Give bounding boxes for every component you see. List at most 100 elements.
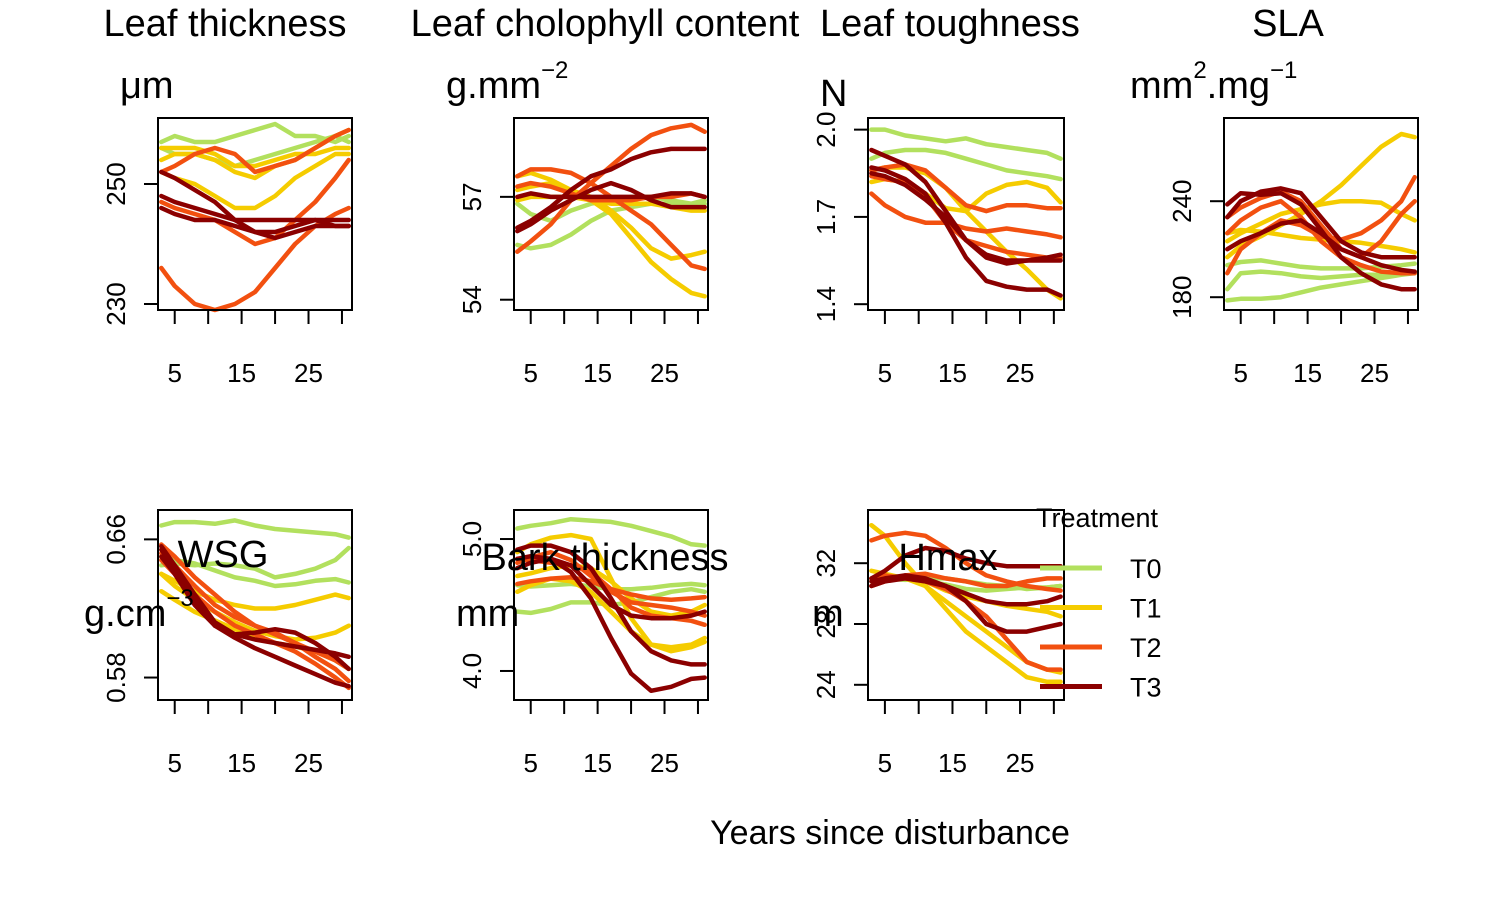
y-tick-label: 2.0 — [811, 112, 841, 148]
series-line-t2-7 — [159, 157, 351, 247]
x-tick-label: 25 — [294, 748, 323, 778]
x-tick-label: 5 — [167, 358, 181, 388]
x-tick-label: 25 — [650, 748, 679, 778]
series-line-t3-12 — [159, 554, 351, 689]
legend-item-t3: T3 — [1040, 673, 1162, 703]
unit-base: μm — [120, 65, 174, 107]
series-line-t3-10 — [869, 171, 1063, 263]
unit-superscript: −3 — [166, 585, 193, 612]
x-axis: 5 15 25 — [523, 700, 699, 778]
x-tick-label: 5 — [523, 358, 537, 388]
unit-base: g.mm — [446, 65, 541, 107]
x-tick-label: 15 — [227, 358, 256, 388]
series-line-t0-3 — [159, 554, 351, 589]
plot-frame — [513, 117, 709, 311]
series-line-t1-4 — [515, 532, 707, 654]
x-axis: 5 15 25 — [167, 310, 343, 388]
series-line-t2-9 — [1225, 189, 1417, 260]
x-tick-label: 15 — [938, 748, 967, 778]
series-group — [515, 516, 707, 694]
series-line-t0-3 — [1225, 270, 1417, 303]
plot-frame — [157, 117, 353, 311]
unit-base-2: .mg — [1207, 65, 1270, 107]
panel-5: 5 15 25 0.58 0.66 WSG g.cm−3 — [84, 509, 353, 778]
unit-base: mm — [456, 593, 519, 635]
series-line-t2-8 — [1225, 198, 1417, 276]
y-tick-label: 0.58 — [101, 652, 131, 703]
y-axis: 24 28 32 — [811, 549, 868, 699]
series-line-t3-11 — [1225, 186, 1417, 260]
series-group — [1225, 131, 1417, 303]
legend-item-t2: T2 — [1040, 633, 1162, 663]
legend-item-t0: T0 — [1040, 554, 1162, 584]
panel-3: 5 15 25 1.4 1.7 2.0 Leaf toughness N — [811, 3, 1080, 388]
series-line-t0-2 — [159, 545, 351, 580]
legend-label: T3 — [1130, 673, 1162, 703]
series-line-t3-10 — [159, 544, 351, 660]
x-tick-label: 25 — [1006, 748, 1035, 778]
x-tick-label: 15 — [583, 748, 612, 778]
x-tick-label: 5 — [878, 358, 892, 388]
x-tick-label: 15 — [583, 358, 612, 388]
x-axis: 5 15 25 — [167, 700, 343, 778]
series-line-t3-12 — [515, 556, 707, 621]
series-line-t2-9 — [515, 575, 707, 602]
legend-item-t1: T1 — [1040, 594, 1162, 624]
y-tick-label: 250 — [101, 162, 131, 205]
panel-unit: g.cm−3 — [84, 585, 194, 635]
legend-label: T0 — [1130, 554, 1162, 584]
series-group — [869, 522, 1063, 685]
x-tick-label: 5 — [878, 748, 892, 778]
x-tick-label: 15 — [227, 748, 256, 778]
plot-frame — [867, 117, 1065, 311]
y-tick-label: 4.0 — [457, 653, 487, 689]
x-axis: 5 15 25 — [878, 700, 1055, 778]
panel-4: 5 15 25 180 240 SLA mm2.mg−1 — [1130, 3, 1419, 388]
x-axis: 5 15 25 — [1233, 310, 1409, 388]
unit-superscript: −2 — [541, 57, 568, 84]
y-tick-label: 24 — [811, 670, 841, 699]
legend-label: T1 — [1130, 594, 1162, 624]
panel-7: 5 15 25 24 28 32 Hmax m — [811, 509, 1065, 778]
panel-title: Bark thickness — [481, 537, 728, 579]
y-tick-label: 5.0 — [457, 521, 487, 557]
series-line-t2-6 — [869, 530, 1063, 593]
series-line-t1-5 — [159, 151, 351, 211]
x-tick-label: 5 — [523, 748, 537, 778]
y-tick-label: 54 — [457, 285, 487, 314]
plot-frame — [513, 509, 709, 701]
panel-unit: μm — [120, 65, 174, 107]
legend-title: Treatment — [1036, 503, 1159, 533]
series-line-t2-6 — [515, 122, 707, 254]
series-line-t2-8 — [515, 180, 707, 203]
series-group — [159, 121, 351, 313]
panel-title: Leaf cholophyll content — [411, 3, 800, 45]
x-tick-label: 25 — [1360, 358, 1389, 388]
series-line-t0-2 — [869, 147, 1063, 182]
y-tick-label: 1.7 — [811, 199, 841, 235]
panel-unit: mm — [456, 593, 519, 635]
panel-1: 5 15 25 230 250 Leaf thickness μm — [101, 3, 353, 388]
legend-label: T2 — [1130, 633, 1162, 663]
y-tick-label: 230 — [101, 282, 131, 325]
y-tick-label: 57 — [457, 182, 487, 211]
x-tick-label: 5 — [167, 748, 181, 778]
series-line-t3-11 — [515, 191, 707, 200]
series-line-t3-11 — [869, 573, 1063, 607]
y-axis: 1.4 1.7 2.0 — [811, 112, 868, 322]
x-tick-label: 15 — [938, 358, 967, 388]
unit-superscript-2: −1 — [1270, 57, 1297, 84]
panel-title: Leaf toughness — [820, 3, 1080, 45]
x-tick-label: 25 — [294, 358, 323, 388]
y-axis: 54 57 — [457, 182, 514, 314]
series-line-t3-9 — [515, 180, 707, 234]
plot-frame — [157, 509, 353, 701]
plot-frame — [1223, 117, 1419, 311]
panel-unit: N — [820, 73, 847, 115]
series-line-t1-4 — [159, 145, 351, 169]
series-group — [515, 122, 707, 299]
panel-unit: g.mm−2 — [446, 57, 568, 107]
legend: Treatment T0 T1 T2 T3 — [1036, 503, 1162, 703]
series-line-t2-6 — [869, 162, 1063, 214]
